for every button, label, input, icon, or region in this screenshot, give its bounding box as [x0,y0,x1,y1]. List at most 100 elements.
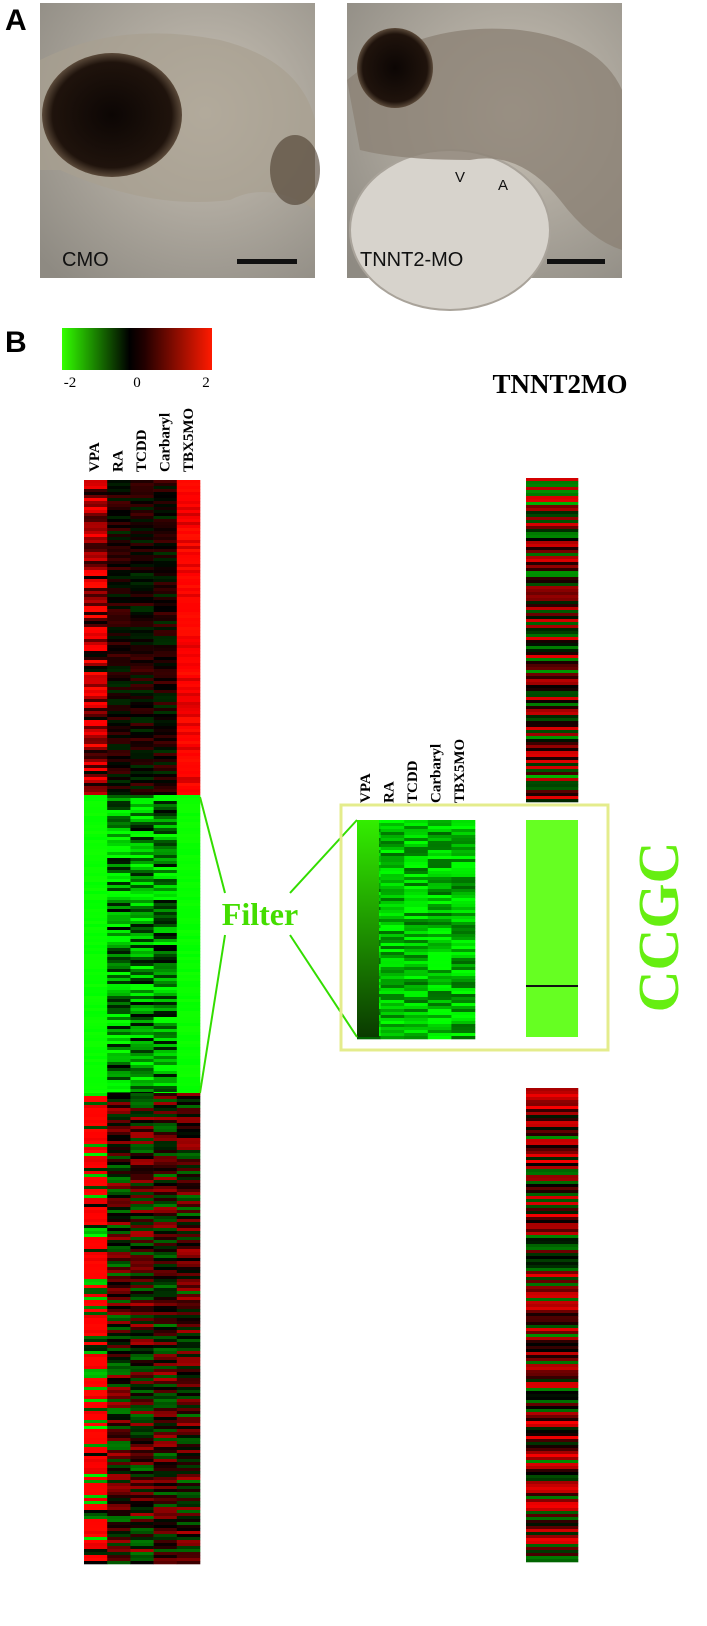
heatmap-cell [176,678,201,682]
heatmap-cell [130,531,154,535]
heatmap-cell [176,945,201,949]
heatmap-cell [107,615,131,619]
heatmap-cell [451,826,476,830]
heatmap-cell [130,1120,154,1124]
heatmap-cell [153,1231,178,1235]
heatmap-cell [526,757,579,761]
heatmap-cell [176,1453,201,1457]
heatmap-cell [84,984,108,988]
heatmap-cell [404,931,429,935]
heatmap-cell [130,903,154,907]
heatmap-cell [176,879,201,883]
heatmap-cell [130,1041,154,1045]
heatmap-cell [130,1489,154,1493]
heatmap-cell [130,837,154,841]
heatmap-cell [130,774,154,778]
heatmap-cell [130,1399,154,1403]
heatmap-cell [107,636,131,640]
heatmap-cell [153,585,178,589]
heatmap-cell [526,1196,579,1200]
heatmap-cell [107,1447,131,1451]
heatmap-cell [130,1429,154,1433]
heatmap-cell [526,664,579,668]
heatmap-cell [84,1516,108,1520]
heatmap-cell [526,502,579,506]
heatmap-cell [176,480,201,484]
heatmap-cell [404,907,429,911]
heatmap-cell [526,1286,579,1290]
heatmap-cell [107,1426,131,1430]
heatmap-cell [176,867,201,871]
heatmap-cell [153,1321,178,1325]
heatmap-cell [176,693,201,697]
heatmap-cell [404,883,429,887]
heatmap-cell [107,1468,131,1472]
heatmap-cell [153,1071,178,1075]
heatmap-cell [107,1303,131,1307]
heatmap-cell [84,1312,108,1316]
heatmap-cell [176,1297,201,1301]
heatmap-cell [130,1417,154,1421]
heatmap-cell [107,1053,131,1057]
heatmap-cell [130,1300,154,1304]
heatmap-cell [176,1486,201,1490]
heatmap-cell [176,1447,201,1451]
heatmap-cell [153,657,178,661]
heatmap-cell [153,588,178,592]
heatmap-cell [176,1234,201,1238]
heatmap-cell [153,1447,178,1451]
heatmap-cell [107,495,131,499]
heatmap-cell [176,1071,201,1075]
heatmap-cell [153,1111,178,1115]
heatmap-cell [526,514,579,518]
heatmap-cell [526,538,579,542]
heatmap-cell [526,673,579,677]
heatmap-cell [84,483,108,487]
heatmap-cell [84,1183,108,1187]
heatmap-cell [526,1481,579,1485]
heatmap-cell [130,534,154,538]
heatmap-cell [526,1202,579,1206]
heatmap-cell [153,942,178,946]
heatmap-cell [404,922,429,926]
heatmap-cell [84,972,108,976]
heatmap-cell [107,966,131,970]
heatmap-cell [130,1540,154,1544]
heatmap-cell [84,699,108,703]
heatmap-cell [404,970,429,974]
heatmap-cell [380,862,405,866]
heatmap-cell [84,888,108,892]
heatmap-cell [107,1537,131,1541]
heatmap-cell [130,1423,154,1427]
heatmap-cell [404,895,429,899]
heatmap-cell [130,1396,154,1400]
heatmap-cell [84,1035,108,1039]
heatmap-cell [130,1083,154,1087]
heatmap-cell [404,1036,429,1040]
heatmap-cell [153,1141,178,1145]
heatmap-cell [130,1249,154,1253]
heatmap-cell [427,1024,452,1028]
heatmap-cell [130,861,154,865]
heatmap-cell [107,1528,131,1532]
heatmap-cell [153,498,178,502]
heatmap-cell [427,895,452,899]
heatmap-cell [84,1477,108,1481]
heatmap-cell [404,991,429,995]
heatmap-cell [404,856,429,860]
heatmap-cell [153,903,178,907]
heatmap-cell [107,891,131,895]
heatmap-cell [153,1531,178,1535]
heatmap-cell [526,589,579,593]
heatmap-cell [153,1504,178,1508]
heatmap-cell [153,1462,178,1466]
heatmap-cell [130,828,154,832]
heatmap-cell [107,780,131,784]
heatmap-cell [526,1100,579,1104]
heatmap-cell [526,1178,579,1182]
heatmap-cell [526,655,579,659]
heatmap-cell [153,1552,178,1556]
heatmap-cell [153,1474,178,1478]
heatmap-cell [526,1223,579,1227]
heatmap-cell [107,729,131,733]
